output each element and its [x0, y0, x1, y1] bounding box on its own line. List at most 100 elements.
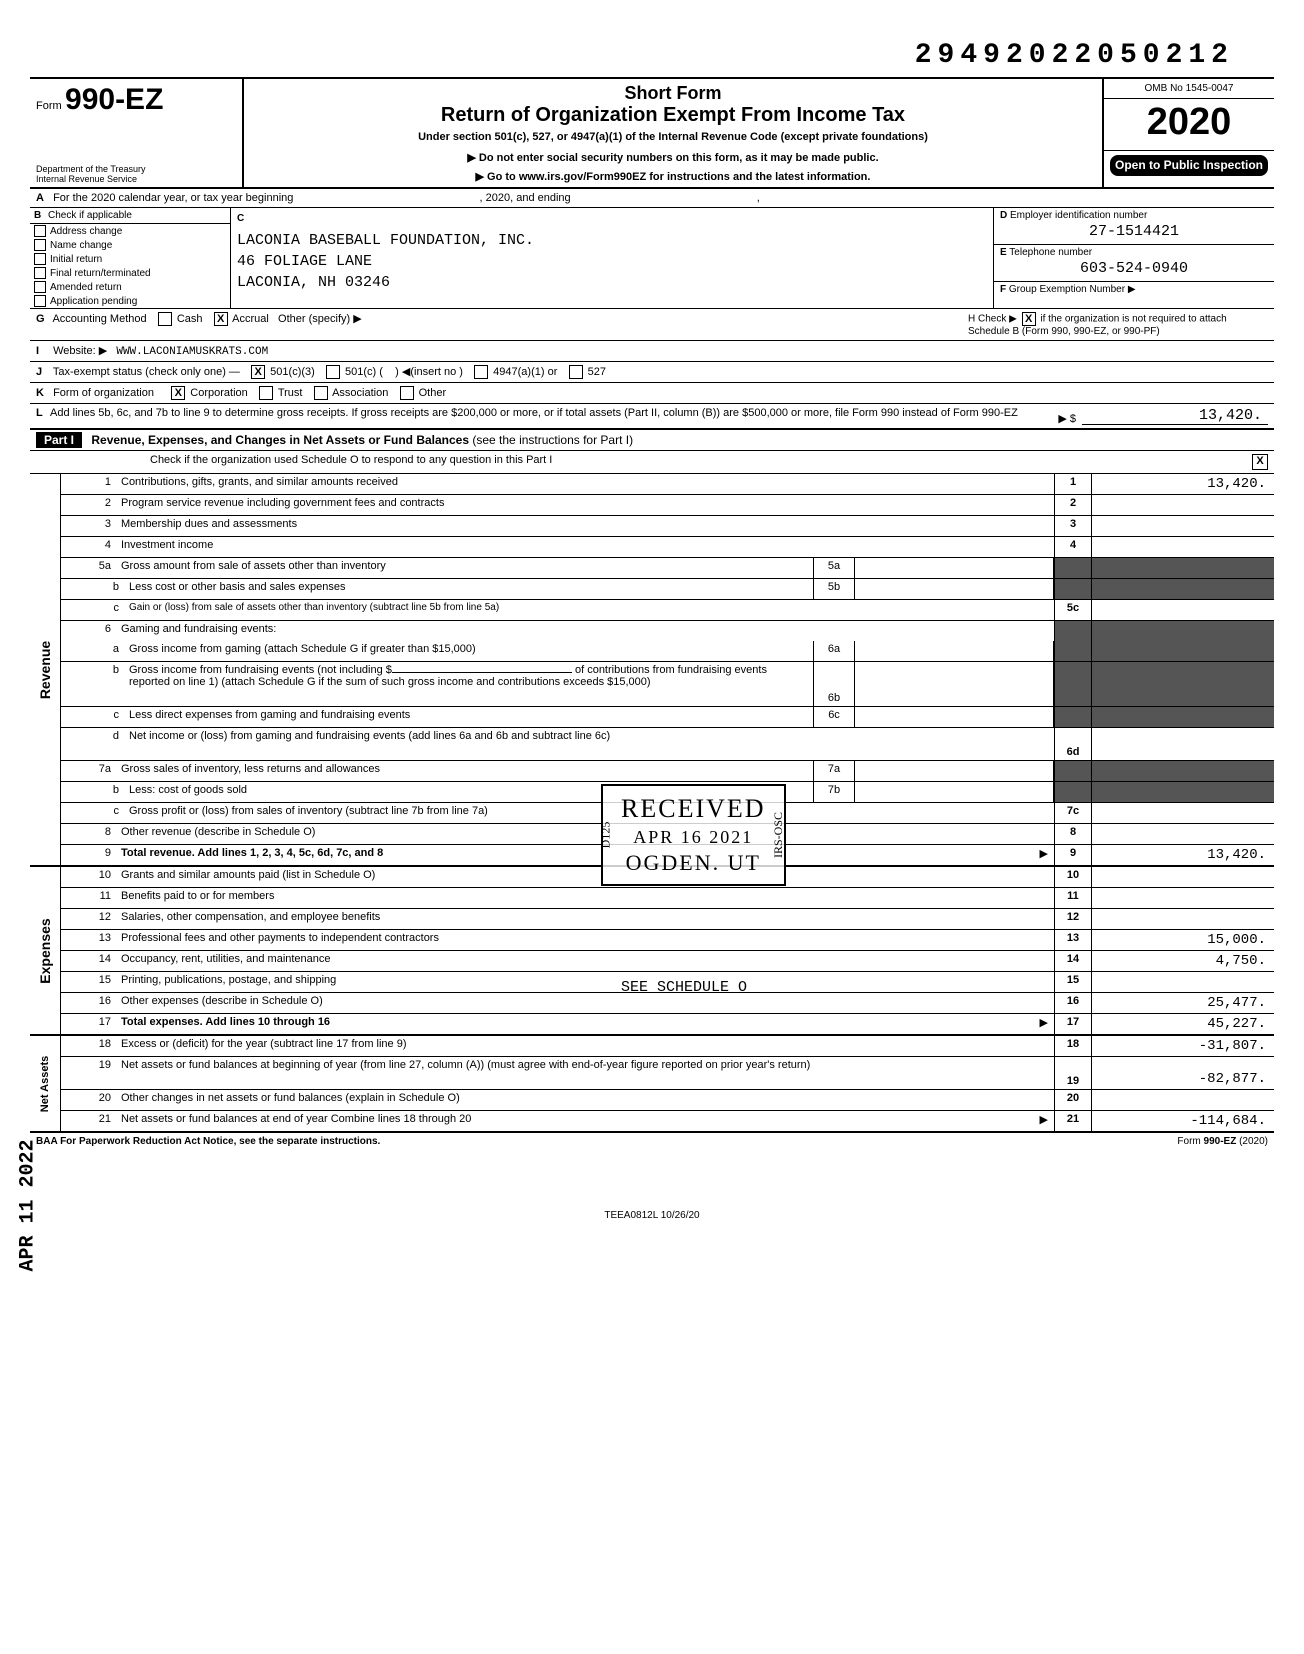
ln2-desc: Program service revenue including govern…	[115, 495, 1054, 515]
ln5a-desc: Gross amount from sale of assets other t…	[115, 558, 813, 578]
g-lbl: G	[36, 313, 50, 325]
title-5: ▶ Go to www.irs.gov/Form990EZ for instru…	[254, 170, 1092, 183]
ln5c-val	[1091, 600, 1274, 620]
phone: 603-524-0940	[1000, 258, 1268, 279]
ln6b-s2	[1091, 662, 1274, 706]
l-arrow: ▶ $	[1052, 412, 1082, 425]
ln17-col: 17	[1054, 1014, 1091, 1034]
netassets-block: Net Assets 18Excess or (deficit) for the…	[30, 1036, 1274, 1133]
ln6c-iv	[855, 707, 1054, 727]
j-o4: 527	[588, 366, 606, 378]
open-public: Open to Public Inspection	[1110, 155, 1268, 176]
chk-name-lbl: Name change	[50, 240, 112, 251]
chk-final[interactable]	[34, 267, 46, 279]
ln4-desc: Investment income	[115, 537, 1054, 557]
ln2-val	[1091, 495, 1274, 515]
ln5b-s2	[1091, 579, 1274, 599]
h-txt: Check ▶	[978, 314, 1017, 325]
j-txt: Tax-exempt status (check only one) —	[53, 366, 240, 378]
ln12-col: 12	[1054, 909, 1091, 929]
chk-pending[interactable]	[34, 295, 46, 307]
footer-left: BAA For Paperwork Reduction Act Notice, …	[36, 1136, 1177, 1147]
chk-cash[interactable]	[158, 312, 172, 326]
chk-initial[interactable]	[34, 253, 46, 265]
l-amt: 13,420.	[1082, 407, 1268, 425]
ln18-val: -31,807.	[1091, 1036, 1274, 1056]
ln5b-iv	[855, 579, 1054, 599]
part1-header: Part I Revenue, Expenses, and Changes in…	[30, 430, 1274, 451]
chk-address[interactable]	[34, 225, 46, 237]
chk-h[interactable]: X	[1022, 312, 1036, 326]
i-lbl: I	[36, 345, 50, 357]
ln5c-desc: Gain or (loss) from sale of assets other…	[123, 600, 1054, 620]
chk-501c[interactable]	[326, 365, 340, 379]
chk-assoc[interactable]	[314, 386, 328, 400]
chk-corp[interactable]: X	[171, 386, 185, 400]
ln5a-i: 5a	[813, 558, 855, 578]
j-o2b: ) ◀(insert no )	[395, 366, 463, 378]
ln7c-desc: Gross profit or (loss) from sales of inv…	[123, 803, 1054, 823]
chk-trust[interactable]	[259, 386, 273, 400]
ln6c-s1	[1054, 707, 1091, 727]
check-o-txt: Check if the organization used Schedule …	[150, 454, 1252, 470]
ln6b-s1	[1054, 662, 1091, 706]
chk-accrual[interactable]: X	[214, 312, 228, 326]
ln6c-i: 6c	[813, 707, 855, 727]
ln17-val: 45,227.	[1091, 1014, 1274, 1034]
f-lbl: F	[1000, 284, 1006, 295]
row-g: G Accounting Method Cash X Accrual Other…	[30, 309, 1274, 341]
g-txt: Accounting Method	[52, 313, 146, 325]
form-number: 990-EZ	[65, 83, 163, 116]
ln6d-desc: Net income or (loss) from gaming and fun…	[123, 728, 1054, 760]
ln9-arrow: ▶	[1034, 845, 1054, 865]
ln18-col: 18	[1054, 1036, 1091, 1056]
ln7b-s1	[1054, 782, 1091, 802]
dept-2: Internal Revenue Service	[36, 175, 146, 185]
form-header: Form 990-EZ Department of the Treasury I…	[30, 77, 1274, 189]
ln6b-no: b	[61, 662, 123, 706]
chk-name[interactable]	[34, 239, 46, 251]
ln6a-no: a	[61, 641, 123, 661]
ln6-s2	[1091, 621, 1274, 641]
ln7a-s1	[1054, 761, 1091, 781]
ln8-col: 8	[1054, 824, 1091, 844]
ln13-val: 15,000.	[1091, 930, 1274, 950]
ln9-desc: Total revenue. Add lines 1, 2, 3, 4, 5c,…	[121, 847, 383, 859]
ln8-no: 8	[61, 824, 115, 844]
org-addr1: 46 FOLIAGE LANE	[237, 251, 987, 272]
row-k: K Form of organization X Corporation Tru…	[30, 383, 1274, 404]
ln11-no: 11	[61, 888, 115, 908]
chk-501c3[interactable]: X	[251, 365, 265, 379]
h-lbl: H	[968, 314, 975, 325]
chk-other-org[interactable]	[400, 386, 414, 400]
ln21-arrow: ▶	[1034, 1111, 1054, 1131]
ln6d-no: d	[61, 728, 123, 760]
row-a: A For the 2020 calendar year, or tax yea…	[30, 189, 1274, 208]
ln9-col: 9	[1054, 845, 1091, 865]
row-i: I Website: ▶ WWW.LACONIAMUSKRATS.COM	[30, 341, 1274, 362]
e-txt: Telephone number	[1009, 247, 1092, 258]
ln12-val	[1091, 909, 1274, 929]
ln19-desc: Net assets or fund balances at beginning…	[115, 1057, 1054, 1089]
ln11-desc: Benefits paid to or for members	[115, 888, 1054, 908]
stamp-s1: D125	[599, 822, 615, 849]
ln6-no: 6	[61, 621, 115, 641]
form-box: Form 990-EZ Department of the Treasury I…	[30, 79, 244, 187]
d-txt: Employer identification number	[1010, 210, 1147, 221]
title-2: Return of Organization Exempt From Incom…	[254, 104, 1092, 127]
k-o1: Corporation	[190, 387, 247, 399]
chk-527[interactable]	[569, 365, 583, 379]
ln20-no: 20	[61, 1090, 115, 1110]
chk-4947[interactable]	[474, 365, 488, 379]
ln16-no: 16	[61, 993, 115, 1013]
teea-code: TEEA0812L 10/26/20	[30, 1210, 1274, 1221]
check-o-box[interactable]: X	[1252, 454, 1268, 470]
ein: 27-1514421	[1000, 221, 1268, 242]
ln1-col: 1	[1054, 474, 1091, 494]
revenue-block: Revenue 1Contributions, gifts, grants, a…	[30, 474, 1274, 867]
ln10-col: 10	[1054, 867, 1091, 887]
ln21-desc: Net assets or fund balances at end of ye…	[115, 1111, 1034, 1131]
chk-pending-lbl: Application pending	[50, 296, 137, 307]
ln15-desc: Printing, publications, postage, and shi…	[115, 972, 1054, 992]
chk-amended[interactable]	[34, 281, 46, 293]
